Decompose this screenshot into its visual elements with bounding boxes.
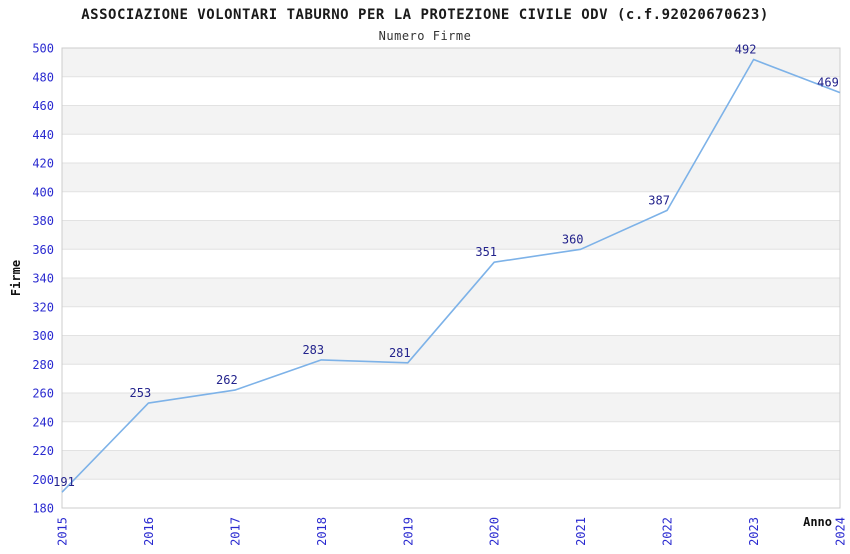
plot-border	[61, 47, 841, 509]
y-tick-label: 360	[32, 243, 54, 257]
plot-band	[62, 393, 840, 422]
y-tick-label: 260	[32, 387, 54, 401]
data-label: 492	[735, 43, 757, 57]
y-tick-label: 400	[32, 185, 54, 199]
plot-band	[62, 450, 840, 480]
y-tick-label: 420	[32, 157, 54, 171]
plot-band	[62, 278, 840, 307]
x-tick-label: 2016	[142, 517, 156, 546]
plot-band	[62, 163, 840, 192]
y-axis-ticks: 180 200 220 240 260 280 300 320 340 360 380 400 420 4…	[32, 42, 54, 516]
data-label: 191	[53, 475, 75, 489]
y-tick-label: 460	[32, 99, 54, 113]
y-tick-label: 380	[32, 214, 54, 228]
plot-band	[62, 335, 840, 365]
plot-bands	[62, 48, 840, 480]
y-tick-label: 240	[32, 415, 54, 429]
x-axis-ticks: 2015 2016 2017 2018 2019 2020 2021 2022 2023 2024	[56, 517, 848, 546]
y-tick-label: 320	[32, 300, 54, 314]
x-tick-label: 2021	[574, 517, 588, 546]
y-axis-title: Firme	[9, 260, 23, 296]
data-label: 281	[389, 346, 411, 360]
x-tick-label: 2022	[661, 517, 675, 546]
data-label: 262	[216, 373, 238, 387]
plot-band	[62, 105, 840, 135]
y-tick-label: 220	[32, 444, 54, 458]
data-label: 283	[302, 343, 324, 357]
y-tick-label: 500	[32, 42, 54, 56]
series-group	[61, 58, 841, 493]
data-labels: 191 253 262 283 281 351 360 387 492 469	[53, 43, 839, 490]
plot-band	[62, 220, 840, 250]
x-tick-label: 2024	[834, 517, 848, 546]
y-tick-label: 340	[32, 272, 54, 286]
plot-band	[62, 48, 840, 77]
y-tick-label: 480	[32, 70, 54, 84]
y-tick-label: 300	[32, 329, 54, 343]
x-tick-label: 2019	[401, 517, 415, 546]
data-label: 387	[648, 193, 670, 207]
y-tick-label: 280	[32, 358, 54, 372]
data-label: 360	[562, 232, 584, 246]
x-tick-label: 2023	[747, 517, 761, 546]
chart-subtitle: Numero Firme	[379, 29, 472, 43]
y-tick-label: 440	[32, 128, 54, 142]
data-label: 469	[817, 76, 839, 90]
chart-title: ASSOCIAZIONE VOLONTARI TABURNO PER LA PR…	[81, 7, 769, 23]
x-axis-title: Anno	[803, 515, 832, 529]
x-tick-label: 2017	[228, 517, 242, 546]
data-label: 351	[475, 245, 497, 259]
x-tick-label: 2015	[56, 517, 70, 546]
series-line	[61, 58, 841, 493]
x-tick-label: 2018	[315, 517, 329, 546]
y-tick-label: 200	[32, 473, 54, 487]
y-tick-label: 180	[32, 502, 54, 516]
data-label: 253	[130, 386, 152, 400]
x-tick-label: 2020	[488, 517, 502, 546]
